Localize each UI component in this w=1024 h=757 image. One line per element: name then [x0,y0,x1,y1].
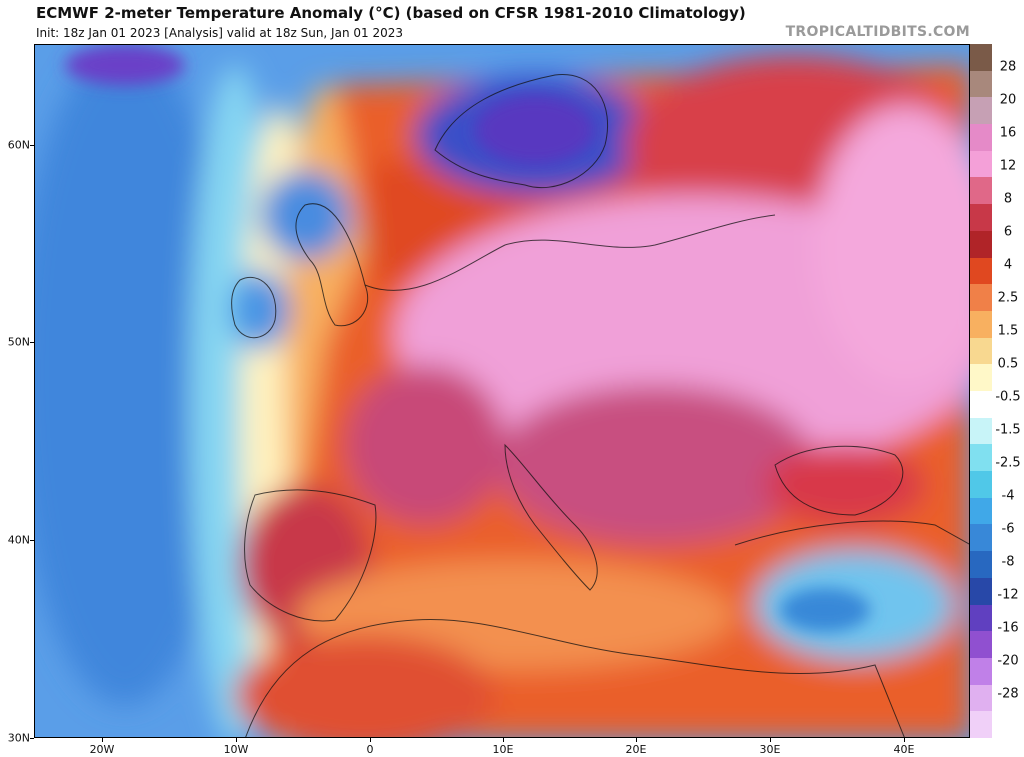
coastline-britain [295,203,369,327]
colorbar-label: -28 [997,686,1019,702]
coastline-europe-north [364,214,776,291]
colorbar-label: 0.5 [997,356,1019,372]
colorbar-swatch [970,657,992,686]
colorbar-swatch [970,70,992,98]
colorbar-label: -16 [997,620,1019,636]
colorbar-swatch [970,230,992,259]
coastline-black-sea [774,445,904,516]
balkans-dark [495,385,815,545]
colorbar-swatch [970,337,992,365]
france-dark [345,365,505,525]
colorbar-swatch [970,711,992,739]
colorbar-label: -6 [1001,521,1015,537]
turkey-deep-cold [780,588,870,632]
colorbar-label: -2.5 [995,455,1021,471]
longitude-tick [636,738,637,742]
latitude-label: 30N [7,731,30,745]
colorbar-label: -20 [997,653,1019,669]
map-title: ECMWF 2-meter Temperature Anomaly (°C) (… [36,4,746,22]
latitude-label: 50N [7,335,30,349]
latitude-tick [30,342,34,343]
colorbar-swatch [970,524,992,552]
longitude-label: 20E [625,743,647,756]
coastline-north-africa [245,618,905,737]
colorbar-swatch [970,631,992,659]
latitude-label: 40N [7,533,30,547]
colorbar-swatch [970,391,992,419]
map-subtitle: Init: 18z Jan 01 2023 [Analysis] valid a… [36,26,403,40]
colorbar-swatch [970,684,992,712]
colorbar-label: 16 [999,125,1017,141]
colorbar-swatch [970,471,992,499]
deep-atlantic-cold [35,45,235,705]
colorbar-label: -0.5 [995,389,1021,405]
colorbar-label: 28 [999,59,1017,75]
colorbar-swatch [970,444,992,472]
latitude-tick [30,540,34,541]
colorbar-swatch [970,257,992,285]
colorbar-swatch [970,604,992,632]
longitude-tick [770,738,771,742]
colorbar-label: 12 [999,158,1017,174]
longitude-label: 30E [759,743,781,756]
colorbar-label: -8 [1001,554,1015,570]
longitude-label: 20W [89,743,115,756]
colorbar-swatch [970,364,992,392]
longitude-label: 10W [223,743,249,756]
longitude-tick [236,738,237,742]
colorbar-swatch [970,417,992,445]
colorbar-label: 2.5 [997,290,1019,306]
colorbar-label: -1.5 [995,422,1021,438]
longitude-tick [102,738,103,742]
colorbar-label: -12 [997,587,1019,603]
east-pink [815,105,969,385]
temperature-anomaly-map[interactable] [34,44,970,738]
longitude-label: 10E [492,743,514,756]
colorbar-swatch [970,97,992,125]
longitude-label: 0 [366,743,374,756]
colorbar-label: 1.5 [997,323,1019,339]
colorbar-swatch [970,284,992,312]
colorbar-swatch [970,44,992,72]
colorbar-swatch [970,551,992,579]
brand-watermark: TROPICALTIDBITS.COM [785,24,970,40]
latitude-label: 60N [7,138,30,152]
colorbar-swatch [970,150,992,178]
longitude-tick [503,738,504,742]
colorbar-swatch [970,497,992,525]
longitude-tick [370,738,371,742]
ireland-cold [230,270,290,350]
coastline-iberia [244,489,377,622]
longitude-tick [904,738,905,742]
longitude-label: 40E [893,743,915,756]
colorbar-label: -4 [1001,488,1015,504]
coastline-italy [504,443,598,591]
colorbar-swatch [970,124,992,152]
norway-deep-cold [475,95,595,165]
colorbar: 28 20 16 12 8 6 4 2.5 1.5 0.5 -0.5 -1.5 -2.5 -4 -6 -8 -1… [970,44,1024,739]
colorbar-label: 20 [999,92,1017,108]
colorbar-label: 8 [1003,191,1013,207]
colorbar-label: 6 [1003,224,1013,240]
colorbar-label: 4 [1003,257,1013,273]
black-sea-warm [765,445,925,525]
coastline-turkey [734,520,969,546]
coastline-ireland [231,276,277,339]
latitude-tick [30,738,34,739]
iceland-cold [65,45,185,85]
colorbar-swatch [970,177,992,205]
colorbar-swatch [970,204,992,232]
latitude-tick [30,145,34,146]
scotland-cold [260,170,350,260]
coastline-scandinavia [434,74,609,189]
colorbar-swatch [970,310,992,339]
north-africa-warm [235,635,495,737]
colorbar-swatch [970,577,992,606]
